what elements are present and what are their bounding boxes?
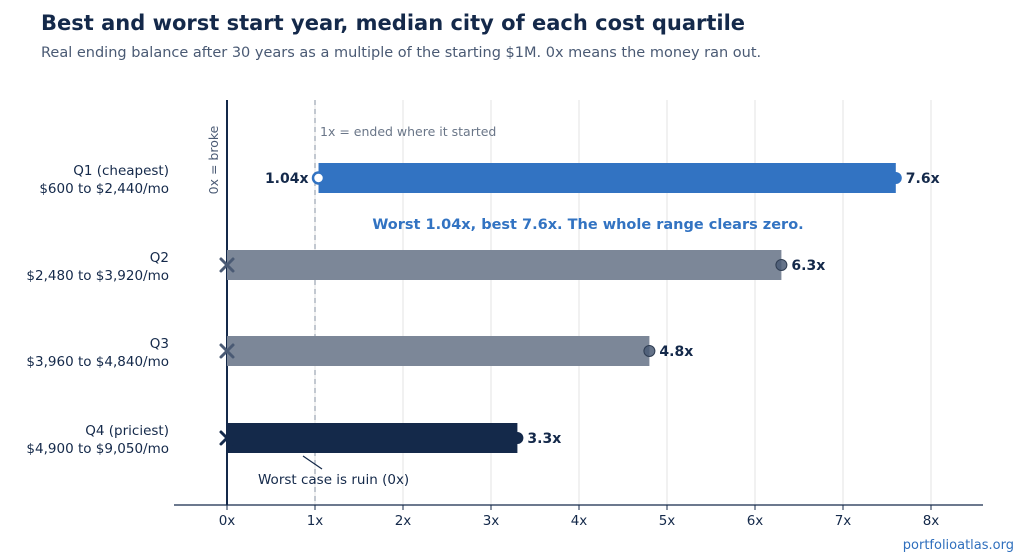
annotation-ruin: Worst case is ruin (0x) xyxy=(258,472,409,488)
best-value-label: 4.8x xyxy=(659,344,693,360)
category-range-label: $4,900 to $9,050/mo xyxy=(26,441,169,457)
x-tick-label: 1x xyxy=(307,513,324,529)
category-label: Q3 xyxy=(150,336,169,352)
category-range-label: $2,480 to $3,920/mo xyxy=(26,268,169,284)
x-tick-label: 3x xyxy=(483,513,500,529)
best-value-label: 7.6x xyxy=(906,171,940,187)
worst-value-label: 1.04x xyxy=(265,171,309,187)
x-tick-label: 5x xyxy=(659,513,676,529)
category-label: Q4 (priciest) xyxy=(85,423,169,439)
category-label: Q2 xyxy=(150,250,169,266)
category-range-label: $3,960 to $4,840/mo xyxy=(26,354,169,370)
best-value-label: 3.3x xyxy=(527,431,561,447)
best-value-label: 6.3x xyxy=(791,258,825,274)
x-tick-label: 7x xyxy=(835,513,852,529)
range-bar xyxy=(227,250,782,280)
chart-title: Best and worst start year, median city o… xyxy=(41,11,746,35)
reference-line-label: 1x = ended where it started xyxy=(320,124,496,139)
annotation-q1-range: Worst 1.04x, best 7.6x. The whole range … xyxy=(372,217,803,233)
worst-marker-x xyxy=(219,343,235,359)
x-tick-label: 6x xyxy=(747,513,764,529)
category-label: Q1 (cheapest) xyxy=(73,163,169,179)
category-range-label: $600 to $2,440/mo xyxy=(39,181,169,197)
zero-line-label: 0x = broke xyxy=(206,125,221,194)
range-bar xyxy=(227,423,518,453)
best-marker xyxy=(511,432,524,444)
source-credit[interactable]: portfolioatlas.org xyxy=(902,538,1014,553)
annotation-pointer xyxy=(302,455,323,470)
best-marker xyxy=(775,259,788,271)
x-tick-label: 8x xyxy=(923,513,940,529)
best-marker xyxy=(889,172,902,184)
worst-marker-circle xyxy=(311,171,326,185)
x-tick-label: 0x xyxy=(219,513,236,529)
chart-subtitle: Real ending balance after 30 years as a … xyxy=(41,45,762,61)
x-tick-label: 4x xyxy=(571,513,588,529)
x-tick-label: 2x xyxy=(395,513,412,529)
range-bar xyxy=(318,163,896,193)
range-bar xyxy=(227,336,650,366)
worst-marker-x xyxy=(219,257,235,273)
best-marker xyxy=(643,345,656,357)
worst-marker-x xyxy=(219,430,235,446)
